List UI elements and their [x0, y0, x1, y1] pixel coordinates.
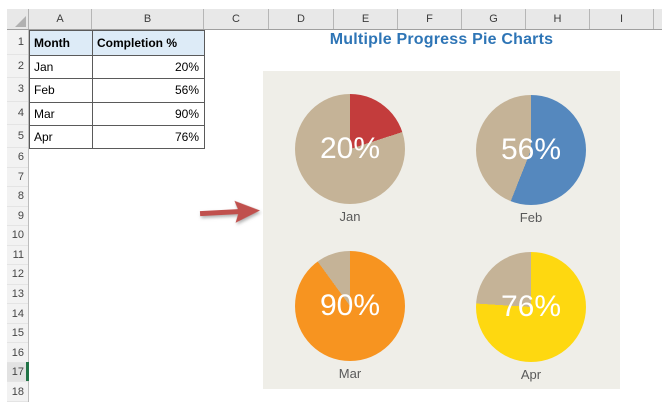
progress-pie-jan[interactable]: 20% Jan [295, 94, 405, 224]
pie-percent-label: 56% [500, 133, 562, 166]
row-header-15[interactable]: 15 [7, 324, 28, 344]
row-header-5[interactable]: 5 [7, 125, 28, 148]
month-cell[interactable]: Feb [30, 79, 93, 103]
pie-graphic[interactable]: 20% [295, 94, 405, 204]
column-header-A[interactable]: A [29, 9, 92, 29]
completion-cell[interactable]: 76% [93, 125, 205, 149]
row-header-9[interactable]: 9 [7, 207, 28, 227]
row-header-8[interactable]: 8 [7, 187, 28, 207]
pie-month-label: Jan [339, 209, 361, 224]
pie-percent-label: 76% [500, 290, 562, 323]
progress-pie-feb[interactable]: 56% Feb [476, 95, 586, 225]
row-header-3[interactable]: 3 [7, 78, 28, 102]
column-header-C[interactable]: C [204, 9, 269, 29]
month-cell[interactable]: Apr [30, 125, 93, 149]
row-header-7[interactable]: 7 [7, 168, 28, 188]
select-all-triangle-icon [15, 16, 26, 27]
row-header-13[interactable]: 13 [7, 285, 28, 305]
row-header-10[interactable]: 10 [7, 226, 28, 246]
row-header-1[interactable]: 1 [7, 30, 28, 55]
column-header-F[interactable]: F [398, 9, 462, 29]
row-header-12[interactable]: 12 [7, 265, 28, 285]
row-header-4[interactable]: 4 [7, 102, 28, 125]
row-header-2[interactable]: 2 [7, 55, 28, 79]
completion-cell[interactable]: 20% [93, 56, 205, 80]
row-header-band: 1 2 3 4 5 6 7 8 9 10 11 12 13 14 15 16 17 18 [7, 30, 29, 402]
column-header-B[interactable]: B [92, 9, 204, 29]
progress-pie-mar[interactable]: 90% Mar [295, 251, 405, 381]
row-header-6[interactable]: 6 [7, 148, 28, 168]
chart-title[interactable]: Multiple Progress Pie Charts [329, 31, 554, 48]
pie-month-label: Mar [338, 366, 362, 381]
select-all-corner[interactable] [7, 9, 29, 29]
column-header-D[interactable]: D [269, 9, 334, 29]
row-header-11[interactable]: 11 [7, 246, 28, 266]
table-row: Jan 20% [30, 56, 205, 80]
pie-month-label: Feb [519, 210, 543, 225]
right-arrow-icon[interactable] [197, 194, 265, 229]
month-cell[interactable]: Jan [30, 56, 93, 80]
pie-month-label: Apr [520, 367, 542, 382]
table-row: Feb 56% [30, 79, 205, 103]
table-row: Apr 76% [30, 125, 205, 149]
table-row: Mar 90% [30, 102, 205, 126]
pie-percent-label: 90% [319, 289, 381, 322]
table-header-row: Month Completion % [30, 31, 205, 56]
row-header-14[interactable]: 14 [7, 304, 28, 324]
pie-graphic[interactable]: 90% [295, 251, 405, 361]
column-header-H[interactable]: H [526, 9, 590, 29]
row-header-18[interactable]: 18 [7, 382, 28, 402]
table-header-cell[interactable]: Month [30, 31, 93, 56]
pie-graphic[interactable]: 76% [476, 252, 586, 362]
column-header-G[interactable]: G [462, 9, 526, 29]
pie-graphic[interactable]: 56% [476, 95, 586, 205]
column-header-I[interactable]: I [590, 9, 654, 29]
row-header-16[interactable]: 16 [7, 343, 28, 363]
completion-cell[interactable]: 56% [93, 79, 205, 103]
row-header-17[interactable]: 17 [7, 361, 29, 383]
data-table: Month Completion % Jan 20% Feb 56% Mar 90% Apr 76… [29, 30, 205, 149]
pie-percent-label: 20% [319, 132, 381, 165]
month-cell[interactable]: Mar [30, 102, 93, 126]
column-header-E[interactable]: E [334, 9, 398, 29]
right-arrow-path [199, 200, 260, 223]
completion-cell[interactable]: 90% [93, 102, 205, 126]
table-header-cell[interactable]: Completion % [93, 31, 205, 56]
progress-pie-apr[interactable]: 76% Apr [476, 252, 586, 382]
pie-chart-panel: 20% Jan 56% Feb 90% Mar 76% Apr [263, 71, 620, 389]
